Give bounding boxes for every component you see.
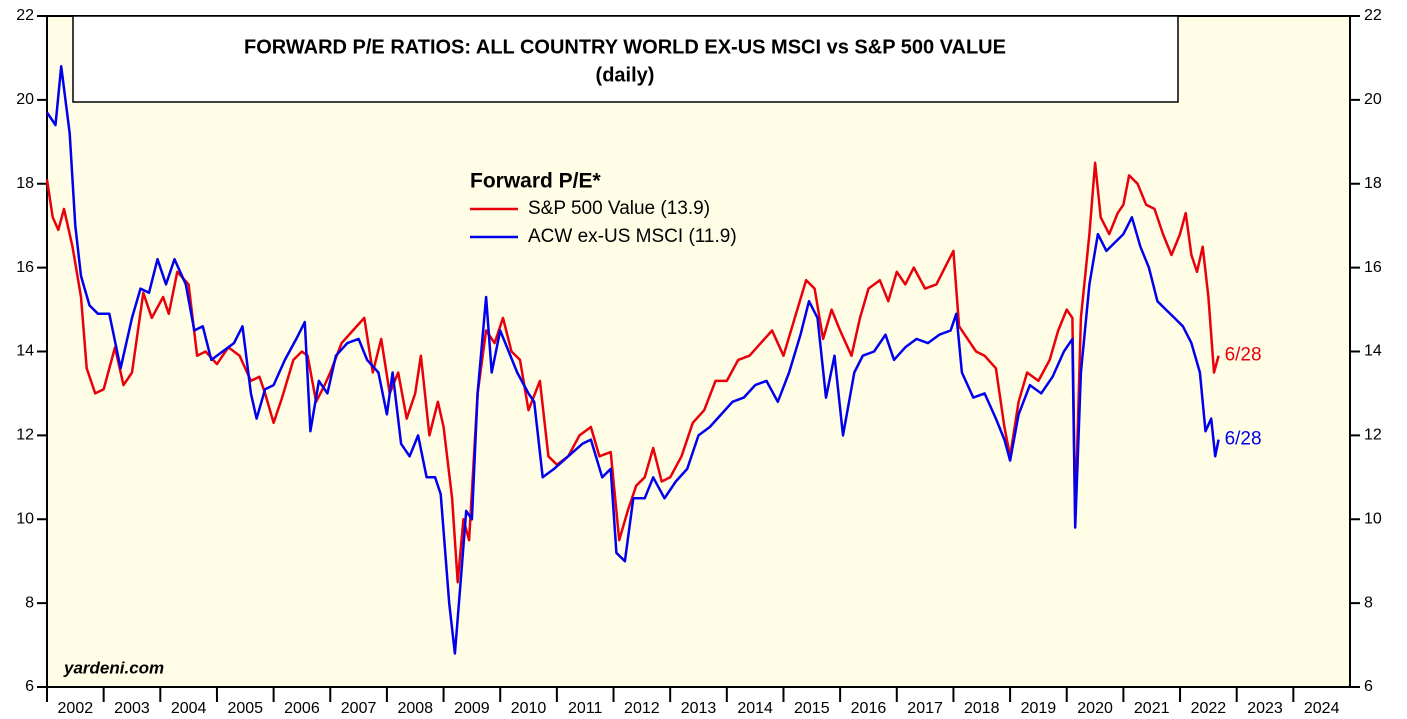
y-tick-label: 12 [16,427,34,444]
y-tick-label: 6 [25,678,34,695]
x-tick-label: 2012 [624,700,660,717]
x-tick-label: 2004 [171,700,207,717]
x-tick-label: 2019 [1021,700,1057,717]
y2-tick-label: 10 [1364,510,1382,527]
x-tick-label: 2008 [397,700,433,717]
x-tick-label: 2009 [454,700,490,717]
x-tick-label: 2002 [58,700,94,717]
y2-tick-label: 16 [1364,259,1382,276]
y2-tick-label: 22 [1364,7,1382,24]
y-tick-label: 14 [16,343,34,360]
x-tick-label: 2016 [851,700,887,717]
x-tick-label: 2017 [907,700,943,717]
x-tick-label: 2024 [1304,700,1340,717]
end-label: 6/28 [1225,345,1262,366]
chart-subtitle: (daily) [596,64,655,86]
y-tick-label: 20 [16,91,34,108]
x-tick-label: 2020 [1077,700,1113,717]
y-tick-label: 16 [16,259,34,276]
x-tick-label: 2006 [284,700,320,717]
y2-tick-label: 6 [1364,678,1373,695]
x-tick-label: 2011 [568,700,603,717]
legend-label: ACW ex-US MSCI (11.9) [528,226,737,247]
x-tick-label: 2003 [114,700,150,717]
y2-tick-label: 18 [1364,175,1382,192]
x-tick-label: 2005 [227,700,263,717]
x-tick-label: 2013 [681,700,717,717]
title-box [72,15,1179,103]
y-tick-label: 22 [16,7,34,24]
y-tick-label: 18 [16,175,34,192]
x-tick-label: 2023 [1247,700,1283,717]
y-tick-label: 8 [25,594,34,611]
y-tick-label: 10 [16,510,34,527]
y2-tick-label: 12 [1364,427,1382,444]
y2-tick-label: 8 [1364,594,1373,611]
x-tick-label: 2022 [1191,700,1227,717]
y2-tick-label: 20 [1364,91,1382,108]
chart-title: FORWARD P/E RATIOS: ALL COUNTRY WORLD EX… [244,36,1006,58]
x-tick-label: 2010 [511,700,547,717]
x-tick-label: 2007 [341,700,377,717]
plot-area [46,15,1351,688]
y2-tick-label: 14 [1364,343,1382,360]
x-tick-label: 2021 [1134,700,1170,717]
end-label: 6/28 [1225,429,1262,450]
legend-title: Forward P/E* [470,170,602,193]
x-tick-label: 2018 [964,700,1000,717]
series-line [45,65,1220,655]
x-tick-label: 2014 [737,700,773,717]
x-tick-label: 2015 [794,700,830,717]
source: yardeni.com [63,658,164,677]
legend-label: S&P 500 Value (13.9) [528,198,710,219]
